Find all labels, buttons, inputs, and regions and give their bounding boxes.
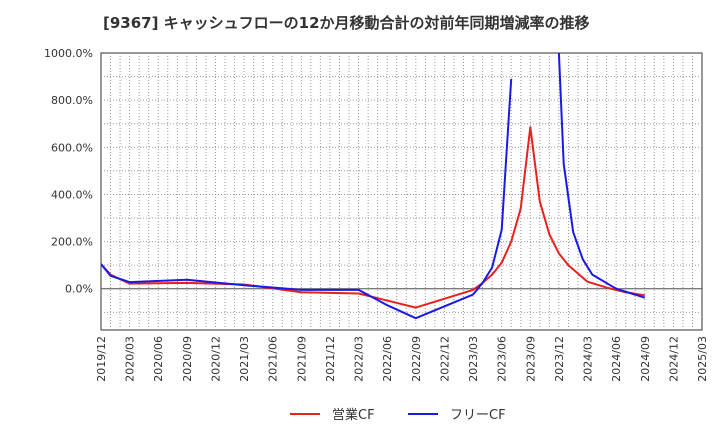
x-tick-label: 2020/09	[181, 336, 194, 382]
x-tick-label: 2021/09	[295, 336, 308, 382]
x-tick-label: 2023/06	[496, 336, 509, 382]
y-tick-label: 0.0%	[65, 283, 93, 296]
legend-label: フリーCF	[450, 408, 506, 423]
x-tick-label: 2020/03	[124, 336, 137, 382]
x-tick-label: 2022/06	[381, 336, 394, 382]
x-tick-label: 2021/06	[267, 336, 280, 382]
x-tick-label: 2024/09	[639, 336, 652, 382]
y-tick-label: 600.0%	[51, 141, 93, 154]
x-tick-label: 2020/06	[152, 336, 165, 382]
x-tick-label: 2023/12	[553, 336, 566, 382]
y-tick-label: 400.0%	[51, 188, 93, 201]
legend-label: 営業CF	[332, 407, 375, 423]
y-tick-label: 800.0%	[51, 94, 93, 107]
y-tick-label: 200.0%	[51, 236, 93, 249]
x-tick-label: 2021/12	[324, 336, 337, 382]
x-tick-label: 2022/03	[353, 336, 366, 382]
x-tick-label: 2025/03	[696, 336, 709, 382]
x-tick-label: 2019/12	[95, 336, 108, 382]
x-tick-label: 2021/03	[238, 336, 251, 382]
x-tick-label: 2023/09	[524, 336, 537, 382]
x-tick-label: 2022/12	[438, 336, 451, 382]
x-tick-label: 2024/06	[610, 336, 623, 382]
chart-title: [9367] キャッシュフローの12か月移動合計の対前年同期増減率の推移	[103, 14, 590, 32]
x-tick-label: 2020/12	[209, 336, 222, 382]
x-tick-label: 2024/03	[582, 336, 595, 382]
series-line-free-cf	[101, 53, 646, 320]
y-tick-label: 1000.0%	[44, 47, 93, 60]
x-tick-label: 2022/09	[410, 336, 423, 382]
x-tick-label: 2024/12	[667, 336, 680, 382]
x-tick-label: 2023/03	[467, 336, 480, 382]
